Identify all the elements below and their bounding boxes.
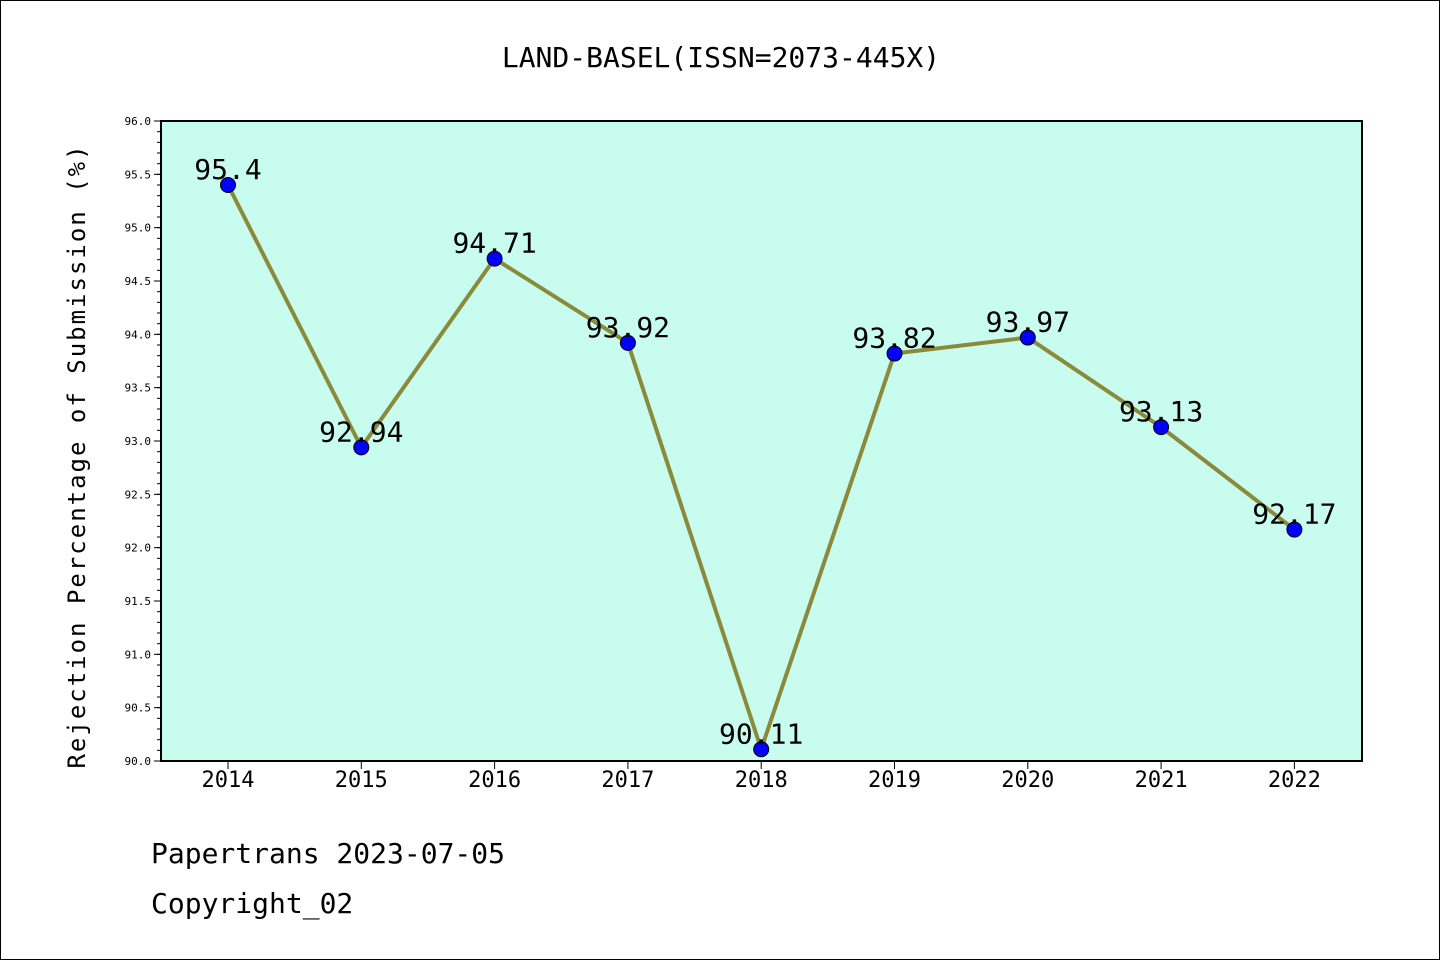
data-point	[886, 345, 903, 362]
data-label: 93.13	[1119, 395, 1203, 428]
x-tick-label: 2021	[1135, 768, 1188, 793]
data-label: 92.17	[1252, 498, 1336, 531]
y-tick-label: 90.0	[125, 755, 152, 768]
x-tick-label: 2017	[601, 768, 654, 793]
data-label: 93.97	[986, 306, 1070, 339]
data-label: 92.94	[319, 415, 403, 448]
y-tick-label: 94.5	[125, 275, 152, 288]
data-point	[486, 250, 503, 267]
y-tick-label: 94.0	[125, 328, 152, 341]
y-tick-label: 93.0	[125, 435, 152, 448]
data-point	[220, 177, 236, 193]
data-point	[1153, 419, 1170, 436]
series-markers	[220, 177, 1303, 758]
y-tick-label: 96.0	[125, 115, 152, 128]
x-tick-label: 2015	[335, 768, 388, 793]
y-tick-label: 91.5	[125, 595, 152, 608]
y-tick-label: 90.5	[125, 702, 152, 715]
data-point	[753, 741, 770, 758]
y-tick-label: 92.5	[125, 488, 152, 501]
y-axis: 90.0 90.5 91.0 91.5 92.0 92.5 93.0 93.5 94.0 94.5…	[125, 115, 161, 768]
data-label: 93.92	[586, 311, 670, 344]
y-tick-label: 95.5	[125, 168, 152, 181]
y-tick-label: 92.0	[125, 542, 152, 555]
data-label: 90.11	[719, 717, 803, 750]
x-axis: 2014 2015 2016 2017 2018 2019 2020 2021 2022	[202, 761, 1321, 793]
data-point	[1286, 521, 1303, 538]
data-label: 94.71	[452, 227, 536, 260]
y-tick-label: 91.0	[125, 648, 152, 661]
data-labels: 95.4 92.94 94.71 93.92 90.11 93.82 93.97 93.13 9…	[194, 153, 1336, 750]
x-tick-label: 2018	[735, 768, 788, 793]
data-label: 93.82	[852, 322, 936, 355]
data-point	[353, 439, 370, 456]
x-tick-label: 2016	[468, 768, 521, 793]
footer-copyright: Copyright_02	[151, 887, 354, 920]
x-tick-label: 2014	[202, 768, 255, 793]
x-tick-label: 2019	[868, 768, 921, 793]
data-point	[619, 334, 636, 351]
x-tick-label: 2022	[1268, 768, 1321, 793]
y-tick-label: 95.0	[125, 222, 152, 235]
footer-date: Papertrans 2023-07-05	[151, 837, 506, 870]
y-axis-label: Rejection Percentage of Submission (%)	[63, 143, 91, 768]
data-label: 95.4	[194, 153, 261, 186]
y-tick-label: 93.5	[125, 382, 152, 395]
x-tick-label: 2020	[1001, 768, 1054, 793]
chart-title: LAND-BASEL(ISSN=2073-445X)	[502, 41, 940, 74]
data-point	[1019, 329, 1036, 346]
